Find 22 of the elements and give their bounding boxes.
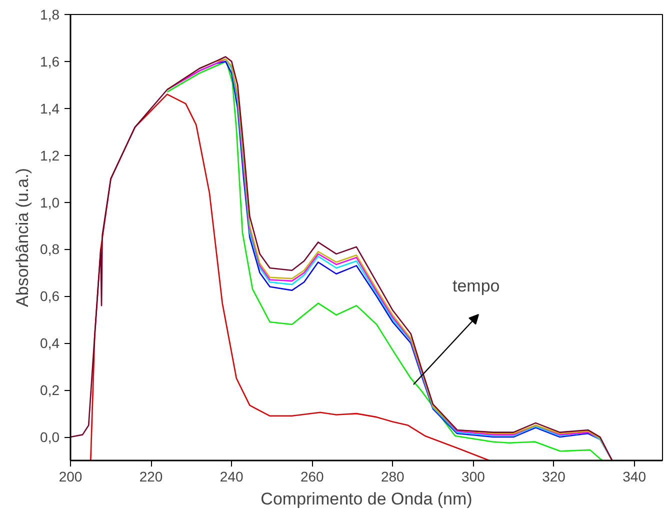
- y-tick-label: 0,4: [40, 335, 60, 352]
- x-tick-label: 240: [220, 468, 244, 484]
- x-tick-label: 340: [622, 468, 646, 484]
- y-tick-label: 0,6: [40, 288, 60, 304]
- x-axis-title: Comprimento de Onda (nm): [260, 490, 472, 508]
- y-tick-label: 1,0: [40, 194, 60, 210]
- x-tick-label: 280: [381, 468, 405, 484]
- x-tick-label: 300: [462, 468, 486, 484]
- y-tick-label: 1,4: [40, 100, 60, 116]
- y-tick-label: 1,8: [40, 6, 60, 22]
- x-tick-label: 320: [542, 468, 566, 484]
- x-tick-label: 200: [58, 468, 82, 484]
- y-tick-label: 0,8: [40, 241, 60, 258]
- line-series: [70, 56, 613, 460]
- x-tick-label: 260: [300, 468, 324, 484]
- y-tick-label: 0,0: [40, 429, 60, 446]
- x-tick-label: 220: [139, 468, 163, 484]
- y-axis-title: Absorbância (u.a.): [13, 168, 32, 307]
- y-tick-label: 1,6: [40, 53, 60, 70]
- y-tick-label: 1,2: [40, 147, 60, 164]
- y-tick-label: 0,2: [40, 382, 60, 398]
- annotation: tempo: [452, 276, 500, 296]
